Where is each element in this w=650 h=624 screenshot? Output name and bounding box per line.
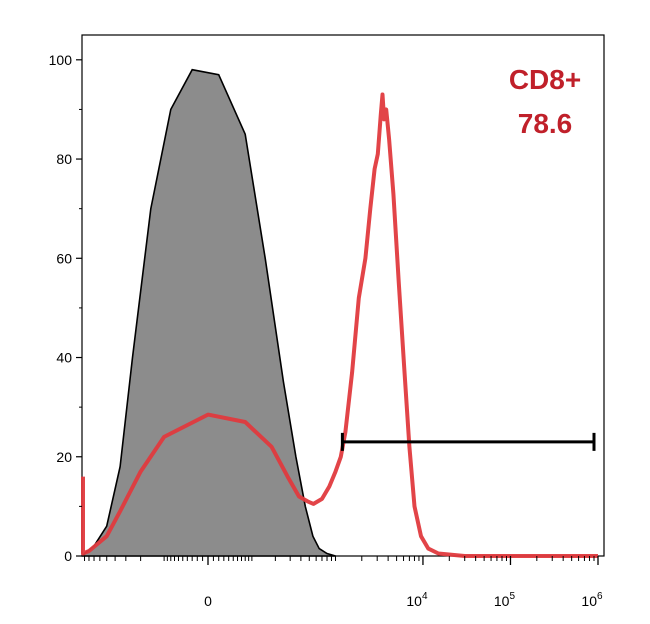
x-tick-label-1000000: 106 <box>581 591 603 609</box>
y-tick-label-0: 0 <box>64 548 72 564</box>
y-tick-label-100: 100 <box>49 52 73 68</box>
y-tick-label-80: 80 <box>56 151 72 167</box>
series-isotype-control-area <box>81 68 336 557</box>
y-tick-label-60: 60 <box>56 250 72 266</box>
x-tick-label-0: 0 <box>204 593 212 609</box>
population-label: CD8+ <box>509 64 581 95</box>
x-tick-label-100000: 105 <box>494 591 516 609</box>
series-cd8-stained-line <box>81 92 598 558</box>
population-percent: 78.6 <box>518 108 573 139</box>
x-tick-label-10000: 104 <box>406 591 428 609</box>
y-tick-label-40: 40 <box>56 350 72 366</box>
y-tick-label-20: 20 <box>56 449 72 465</box>
